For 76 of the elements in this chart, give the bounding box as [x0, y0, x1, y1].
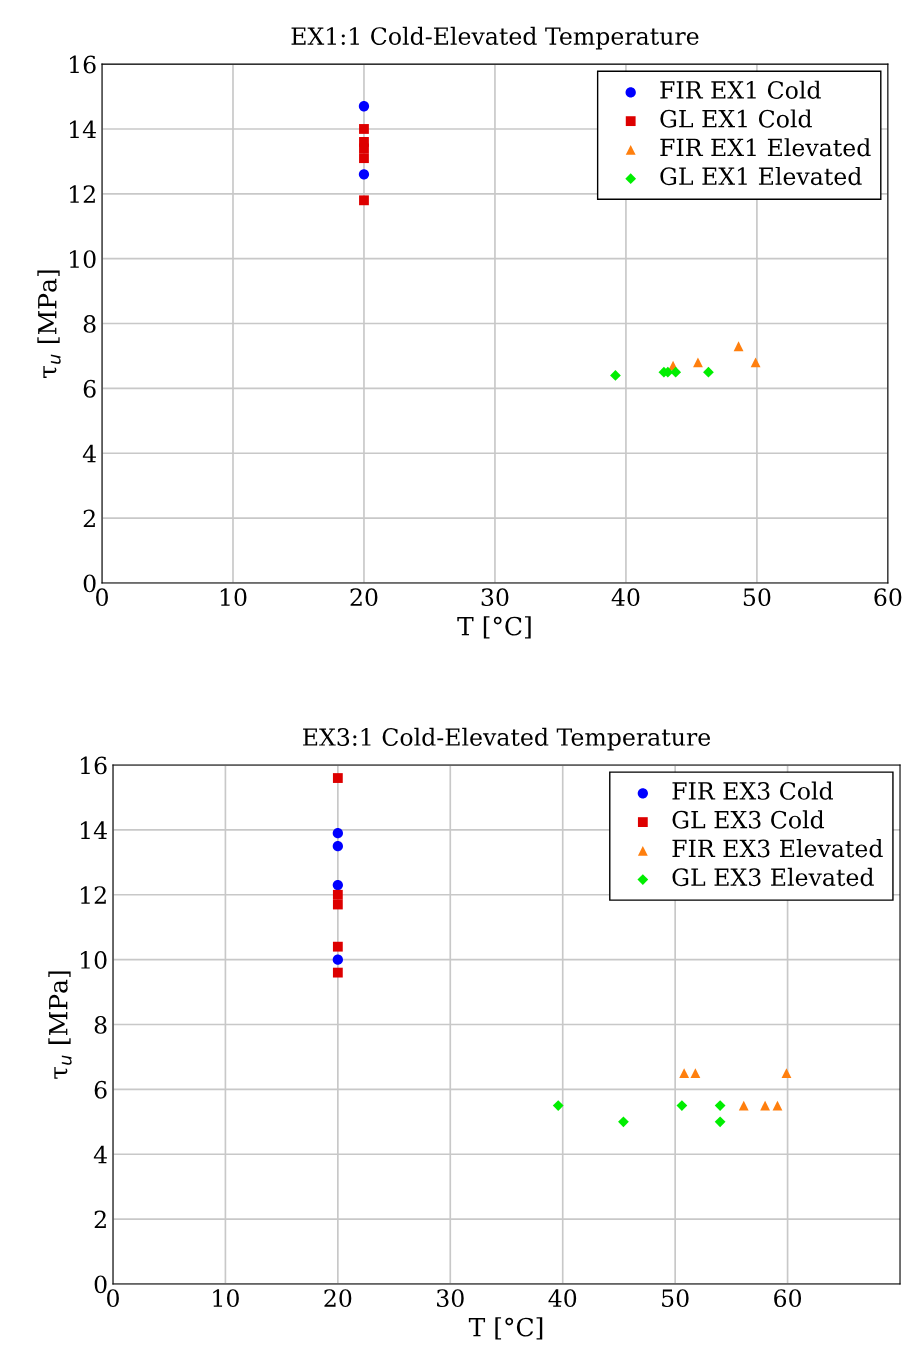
point — [703, 366, 714, 378]
point — [618, 1116, 629, 1128]
y-tick-label: 2 — [94, 1210, 106, 1229]
point — [332, 840, 343, 852]
point — [358, 169, 370, 180]
x-tick-label: 60 — [874, 588, 902, 607]
x-tick-label: 60 — [774, 1289, 802, 1308]
point — [332, 773, 343, 783]
chart-title: EX1:1 Cold-Elevated Temperature — [291, 26, 699, 50]
y-tick-label: 12 — [80, 886, 106, 904]
point — [690, 1068, 701, 1079]
point — [714, 1116, 726, 1128]
y-tick-label: 4 — [82, 444, 96, 463]
y-tick-label: 2 — [83, 509, 95, 528]
x-tick-label: 10 — [213, 1289, 239, 1308]
x-tick-label: 50 — [743, 588, 771, 607]
legend-label: GL EX3 Cold — [672, 810, 825, 829]
legend-label: GL EX3 Elevated — [672, 867, 874, 887]
x-tick-label: 0 — [107, 1289, 119, 1308]
point — [359, 153, 369, 164]
y-tick-label: 6 — [83, 379, 96, 398]
x-tick-label: 10 — [220, 588, 247, 607]
x-tick-label: 20 — [324, 1289, 352, 1308]
point — [332, 879, 343, 891]
point — [332, 954, 343, 965]
point — [738, 1100, 749, 1111]
point — [359, 195, 369, 206]
y-tick-label: 16 — [69, 55, 96, 74]
chart-title: EX3:1 Cold-Elevated Temperature — [303, 727, 711, 751]
point — [670, 366, 682, 378]
y-tick-label: 10 — [80, 951, 107, 969]
legend-label: GL EX1 Elevated — [660, 166, 862, 186]
point — [552, 1100, 564, 1111]
legend-label: FIR EX1 Cold — [660, 80, 821, 99]
point — [733, 341, 744, 352]
point — [760, 1100, 771, 1111]
legend-label: FIR EX3 Elevated — [672, 839, 883, 858]
y-axis-title: τ$_{u}$ [MPa] — [37, 270, 61, 378]
point — [610, 370, 621, 381]
y-tick-label: 14 — [80, 821, 107, 839]
point — [714, 1100, 726, 1111]
x-tick-label: 40 — [548, 1289, 577, 1308]
x-tick-label: 40 — [611, 588, 640, 607]
y-tick-label: 6 — [94, 1080, 107, 1099]
legend-label: GL EX1 Cold — [660, 109, 812, 128]
legend-label: FIR EX3 Cold — [672, 781, 833, 800]
y-tick-label: 8 — [94, 1015, 107, 1034]
y-tick-label: 12 — [69, 185, 95, 203]
point — [359, 124, 369, 134]
x-axis-title: T [°C] — [468, 1317, 543, 1340]
point — [332, 967, 343, 978]
y-tick-label: 8 — [83, 314, 96, 333]
point — [358, 101, 370, 112]
point — [676, 1100, 688, 1111]
y-tick-label: 16 — [80, 756, 107, 775]
point — [781, 1068, 792, 1079]
point — [693, 357, 703, 368]
point — [359, 143, 369, 154]
x-tick-label: 20 — [350, 588, 378, 607]
y-tick-label: 4 — [93, 1145, 107, 1164]
point — [750, 357, 761, 368]
y-tick-label: 10 — [69, 250, 96, 268]
x-tick-label: 30 — [437, 1289, 464, 1308]
y-axis-title: τ$_{u}$ [MPa] — [48, 971, 72, 1079]
x-tick-label: 50 — [662, 1289, 689, 1308]
point — [332, 889, 343, 900]
y-tick-label: 14 — [69, 120, 96, 138]
point — [332, 828, 343, 839]
x-axis-title: T [°C] — [457, 616, 531, 639]
point — [679, 1068, 690, 1079]
x-tick-label: 30 — [481, 588, 509, 607]
y-tick-label: 0 — [94, 1275, 107, 1294]
y-tick-label: 0 — [83, 574, 96, 593]
legend-label: FIR EX1 Elevated — [660, 138, 871, 157]
point — [332, 899, 343, 910]
point — [332, 941, 343, 952]
